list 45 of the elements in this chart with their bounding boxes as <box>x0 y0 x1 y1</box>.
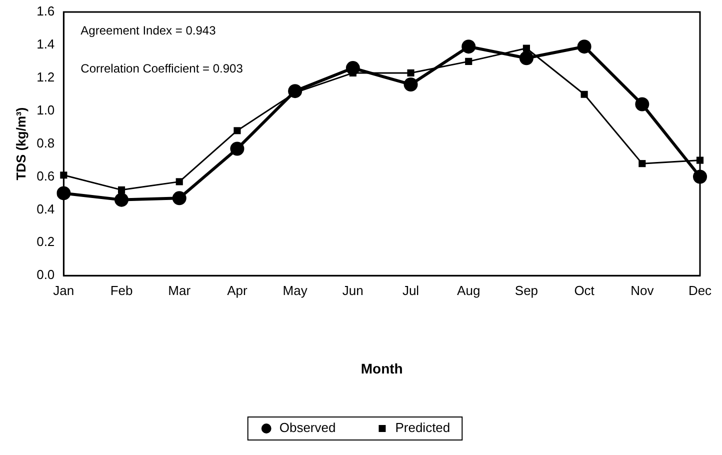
y-tick-label: 1.0 <box>36 102 55 118</box>
y-axis-title: TDS (kg/m³) <box>13 107 28 180</box>
y-tick-label: 0.6 <box>36 168 55 184</box>
y-tick-label: 0.8 <box>36 135 55 150</box>
legend-label: Observed <box>279 420 336 436</box>
point <box>577 40 592 54</box>
point <box>462 40 476 54</box>
y-tick-label: 1.6 <box>36 4 55 19</box>
point <box>638 160 646 168</box>
point <box>230 142 244 156</box>
x-tick-label: Jul <box>402 282 420 298</box>
y-tick-label: 1.4 <box>36 36 55 52</box>
point <box>519 51 534 66</box>
x-tick-label: Feb <box>110 282 133 298</box>
x-tick-label: Dec <box>688 282 712 298</box>
point <box>522 44 530 52</box>
y-tick-label: 0.4 <box>36 201 55 216</box>
point <box>176 178 183 186</box>
x-tick-label: Apr <box>227 282 248 298</box>
x-tick-label: Jun <box>342 282 364 298</box>
x-tick-label: Sep <box>514 282 538 298</box>
y-tick-label: 1.2 <box>36 69 55 84</box>
point <box>288 84 302 98</box>
point <box>114 192 129 207</box>
x-tick-label: May <box>282 282 308 298</box>
point <box>172 191 186 206</box>
x-tick-label: Mar <box>168 282 192 298</box>
annotation: Correlation Coefficient = 0.903 <box>80 61 244 76</box>
legend-label: Predicted <box>395 420 450 436</box>
point <box>635 97 650 112</box>
point <box>118 186 126 194</box>
x-axis-title: Month <box>360 360 403 376</box>
point <box>234 127 241 134</box>
x-tick-label: Nov <box>630 282 654 298</box>
x-tick-label: Oct <box>574 282 595 298</box>
point <box>404 77 418 92</box>
point <box>580 90 588 98</box>
point <box>465 58 472 65</box>
y-tick-label: 0.0 <box>36 267 55 282</box>
point <box>407 69 414 76</box>
y-tick-label: 0.2 <box>36 234 55 250</box>
annotation: Agreement Index = 0.943 <box>80 23 216 38</box>
x-tick-label: Aug <box>457 282 480 298</box>
point <box>346 61 360 76</box>
x-tick-label: Jan <box>53 282 74 298</box>
